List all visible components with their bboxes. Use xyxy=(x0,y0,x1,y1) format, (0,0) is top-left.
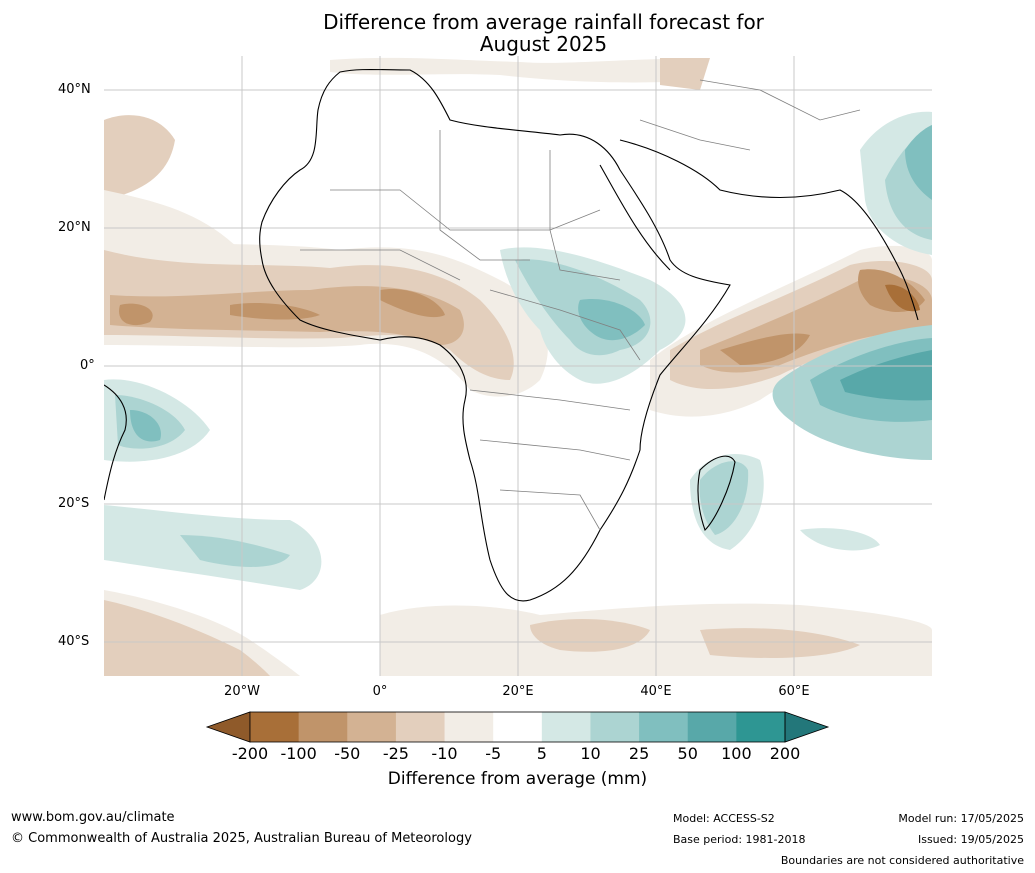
colorbar-low-arrow xyxy=(205,711,251,743)
lon-label-60e: 60°E xyxy=(778,684,810,699)
colorbar-label: 25 xyxy=(628,744,650,763)
colorbar-label: 200 xyxy=(769,744,801,763)
colorbar-label: -25 xyxy=(382,744,409,763)
map-title-line-1: Difference from average rainfall forecas… xyxy=(323,10,764,34)
colorbar-high-arrow xyxy=(784,711,830,743)
colorbar-title: Difference from average (mm) xyxy=(387,769,648,789)
colorbar-segment xyxy=(493,712,543,742)
coastlines xyxy=(104,68,919,602)
colorbar-label: -200 xyxy=(231,744,269,763)
colorbar-segment xyxy=(395,712,446,742)
lat-label-equator: 0° xyxy=(80,358,95,373)
colorbar-label: 5 xyxy=(536,744,547,763)
colorbar-label: -10 xyxy=(431,744,458,763)
colorbar xyxy=(205,711,830,743)
colorbar-label: -100 xyxy=(280,744,317,763)
colorbar-segment xyxy=(639,712,689,742)
footer-copyright: © Commonwealth of Australia 2025, Austra… xyxy=(11,831,472,846)
colorbar-segment xyxy=(736,712,786,742)
footer-model-run: Model run: 17/05/2025 xyxy=(898,812,1024,825)
lon-label-20w: 20°W xyxy=(224,684,260,699)
colorbar-label: 100 xyxy=(721,744,752,763)
colorbar-segment xyxy=(590,712,640,742)
colorbar-segment xyxy=(687,712,737,742)
colorbar-label: -50 xyxy=(334,744,361,763)
colorbar-label: 50 xyxy=(677,744,698,763)
colorbar-label: 10 xyxy=(580,744,601,763)
map-title-line-2: August 2025 xyxy=(479,32,608,56)
lon-label-40e: 40°E xyxy=(640,684,672,699)
footer-model: Model: ACCESS-S2 xyxy=(673,812,775,825)
colorbar-segment xyxy=(444,712,494,742)
colorbar-segment xyxy=(347,712,397,742)
country-boundaries xyxy=(300,79,861,531)
colorbar-label: -5 xyxy=(485,744,502,763)
lat-label-20s: 20°S xyxy=(58,496,90,511)
lat-label-40n: 40°N xyxy=(58,82,91,97)
footer-base-period: Base period: 1981-2018 xyxy=(673,833,806,846)
lat-label-20n: 20°N xyxy=(58,220,91,235)
footer-url[interactable]: www.bom.gov.au/climate xyxy=(11,810,175,825)
anomaly-shading xyxy=(104,57,932,676)
footer-disclaimer: Boundaries are not considered authoritat… xyxy=(780,854,1024,867)
colorbar-segment xyxy=(541,712,591,742)
footer-issued: Issued: 19/05/2025 xyxy=(917,833,1024,846)
graticule xyxy=(104,56,932,676)
lat-label-40s: 40°S xyxy=(58,634,90,649)
lon-label-20e: 20°E xyxy=(502,684,534,699)
colorbar-segments xyxy=(250,712,786,742)
lon-label-0: 0° xyxy=(372,684,388,699)
colorbar-segment xyxy=(298,712,348,742)
colorbar-segment xyxy=(250,712,300,742)
